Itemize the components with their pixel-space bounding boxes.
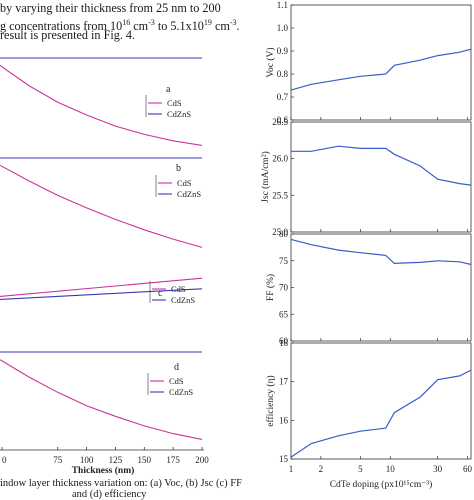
caption-line-2: and (d) efficiency	[72, 489, 147, 500]
plot-frame-jsc	[290, 121, 472, 233]
conc-to: to 5.1x10	[154, 18, 204, 33]
y-axis-label-efficiency: efficiency (η)	[265, 375, 276, 426]
legend-label-b-cdzns: CdZnS	[177, 189, 201, 199]
y-tick-label-efficiency-15: 15	[279, 454, 289, 464]
plot-frame-ff	[290, 233, 472, 342]
y-tick-label-ff-70: 70	[279, 283, 289, 293]
body-line-2-a: g concentrations from 10	[0, 18, 123, 33]
legend-label-a-cdzns: CdZnS	[167, 109, 191, 119]
y-tick-label-voc-0.8: 0.8	[277, 69, 289, 79]
y-tick-label-jsc-25.5: 25.5	[272, 190, 288, 200]
x-tick-label-75: 75	[53, 455, 63, 465]
y-tick-label-voc-0.6: 0.6	[277, 115, 289, 125]
legend-label-a-cds: CdS	[167, 98, 182, 108]
series-line-ff	[290, 238, 472, 266]
x-tick-label-0: 0	[2, 455, 7, 465]
conc-dot: .	[236, 18, 240, 33]
x-axis-label-doping: CdTe doping (px10¹⁵cm⁻³)	[330, 479, 433, 490]
x-tick-label-200: 200	[195, 455, 209, 465]
x-tick-label-125: 125	[109, 455, 123, 465]
y-tick-label-voc-1.1: 1.1	[277, 0, 288, 10]
legend-label-d-cdzns: CdZnS	[169, 387, 193, 397]
unit-cm-1: cm	[130, 18, 149, 33]
x-tick-label-100: 100	[80, 455, 94, 465]
y-tick-label-efficiency-18: 18	[279, 338, 289, 348]
series-line-c-cdzns	[0, 288, 203, 300]
y-tick-label-ff-75: 75	[279, 256, 289, 266]
unit-cm-2: cm	[211, 18, 230, 33]
series-line-c-cds	[0, 277, 203, 297]
caption-line-1: indow layer thickness variation on: (a) …	[0, 478, 242, 489]
sup-16: 16	[122, 17, 131, 27]
x-tick-label-doping-10: 10	[386, 464, 396, 474]
x-tick-label-doping-2: 2	[319, 464, 324, 474]
y-tick-label-jsc-26.5: 26.5	[272, 117, 288, 127]
x-tick-label-doping-5: 5	[358, 464, 363, 474]
y-tick-label-voc-0.9: 0.9	[277, 46, 289, 56]
panel-letter-d: d	[174, 362, 179, 373]
sup-minus3-a: -3	[148, 17, 155, 27]
y-tick-label-ff-65: 65	[279, 309, 289, 319]
sup-minus3-b: -3	[229, 17, 237, 27]
x-tick-label-doping-30: 30	[433, 464, 443, 474]
y-tick-label-jsc-25.0: 25.0	[272, 227, 288, 237]
series-line-voc	[290, 48, 472, 91]
series-line-a-cds	[0, 64, 203, 146]
panel-letter-a: a	[166, 84, 171, 95]
y-axis-label-voc: Voc (V)	[265, 47, 276, 77]
plot-frame-efficiency	[290, 342, 472, 460]
plot-frame-voc	[290, 4, 472, 121]
y-axis-label-jsc: Jsc (mA/cm²)	[260, 151, 271, 203]
series-line-efficiency	[290, 369, 472, 458]
body-line-1: by varying their thickness from 25 nm to…	[0, 1, 221, 15]
series-line-jsc	[291, 145, 472, 186]
x-tick-label-doping-60: 60	[463, 464, 473, 474]
legend-label-c-cdzns: CdZnS	[171, 295, 195, 305]
y-tick-label-voc-1.0: 1.0	[277, 23, 289, 33]
x-axis-label-thickness: Thickness (nm)	[72, 465, 135, 476]
y-tick-label-efficiency-17: 17	[279, 377, 289, 387]
x-tick-label-150: 150	[138, 455, 152, 465]
legend-label-b-cds: CdS	[177, 178, 192, 188]
figure-caption: indow layer thickness variation on: (a) …	[0, 478, 242, 500]
x-tick-label-doping-1: 1	[289, 464, 294, 474]
y-tick-label-ff-60: 60	[279, 336, 289, 346]
sup-19: 19	[203, 17, 212, 27]
series-line-d-cds	[0, 359, 203, 440]
panel-letter-b: b	[176, 163, 181, 174]
y-tick-label-efficiency-16: 16	[279, 415, 289, 425]
body-line-3: result is presented in Fig. 4.	[0, 28, 136, 42]
y-tick-label-voc-0.7: 0.7	[277, 92, 289, 102]
body-text: by varying their thickness from 25 nm to…	[0, 1, 240, 43]
panel-letter-c: c	[158, 288, 163, 299]
legend-label-d-cds: CdS	[169, 376, 184, 386]
x-tick-label-175: 175	[166, 455, 180, 465]
body-line-2: g concentrations from 1016 cm-3 to 5.1x1…	[0, 16, 240, 33]
y-tick-label-ff-80: 80	[279, 229, 289, 239]
legend-label-c-cds: CdS	[171, 284, 186, 294]
y-tick-label-jsc-26.0: 26.0	[272, 154, 288, 164]
y-axis-label-ff: FF (%)	[265, 274, 276, 301]
series-line-b-cds	[0, 164, 203, 248]
